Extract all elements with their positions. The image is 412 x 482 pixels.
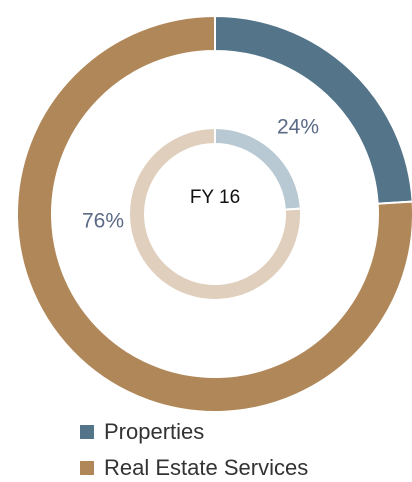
legend-label: Properties [104,419,204,444]
outer-segment [214,14,412,205]
value-label: 24% [277,116,319,139]
value-label: 76% [82,210,124,233]
legend-swatch [80,425,94,439]
legend-label: Real Estate Services [104,455,308,480]
center-label: FY 16 [190,187,240,208]
outer-segment [16,14,412,413]
inner-segment [128,126,302,301]
legend-swatch [80,461,94,475]
